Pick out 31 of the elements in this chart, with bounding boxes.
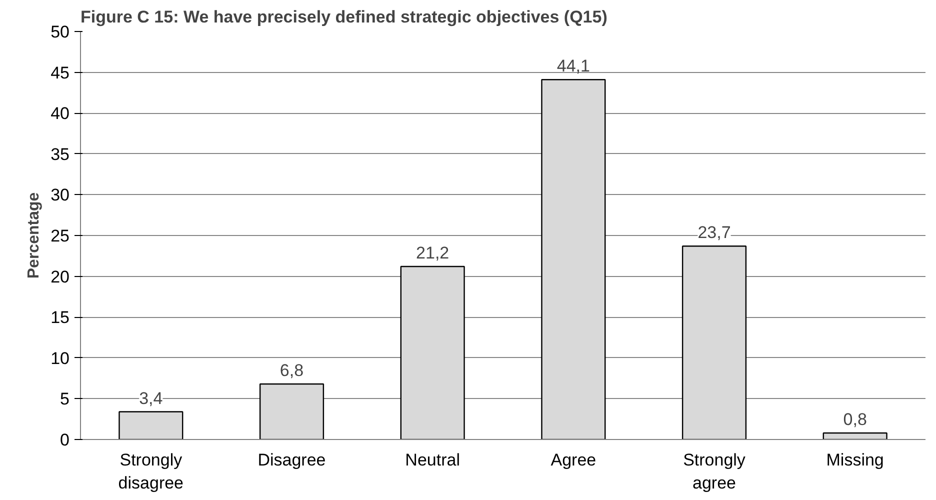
data-label: 44,1	[556, 56, 590, 76]
x-tick-label: Strongly agree	[683, 450, 746, 492]
bar	[541, 79, 606, 440]
data-label: 23,7	[698, 223, 731, 242]
y-tick-label: 25	[50, 226, 70, 246]
data-label: 6,8	[280, 361, 304, 380]
bar	[682, 246, 747, 440]
y-tick-label: 40	[50, 104, 70, 124]
x-tick-label: Neutral	[405, 450, 460, 470]
x-tick-label: Agree	[550, 450, 596, 470]
chart-title: Figure C 15: We have precisely defined strategic objectives (Q15)	[80, 8, 608, 26]
y-tick-label: 45	[50, 63, 70, 82]
y-tick-label: 20	[50, 267, 70, 286]
y-tick-label: 15	[50, 308, 70, 328]
data-label: 21,2	[416, 244, 450, 263]
bar	[400, 266, 465, 440]
data-label: 0,8	[843, 410, 867, 429]
y-tick-label: 0	[60, 430, 70, 450]
y-tick-label: 50	[50, 22, 70, 42]
y-tick-label: 30	[50, 186, 70, 205]
bar	[259, 383, 324, 440]
x-tick-label: Disagree	[258, 450, 326, 470]
y-tick-label: 35	[50, 144, 70, 164]
bar	[822, 432, 888, 440]
y-tick-label: 5	[60, 390, 70, 409]
x-tick-label: Missing	[826, 450, 884, 470]
y-tick-label: 10	[50, 348, 70, 368]
data-label: 3,4	[139, 388, 163, 408]
y-axis-title: Percentage	[26, 192, 43, 279]
bar	[118, 411, 184, 440]
x-tick-label: Strongly disagree	[118, 450, 184, 492]
